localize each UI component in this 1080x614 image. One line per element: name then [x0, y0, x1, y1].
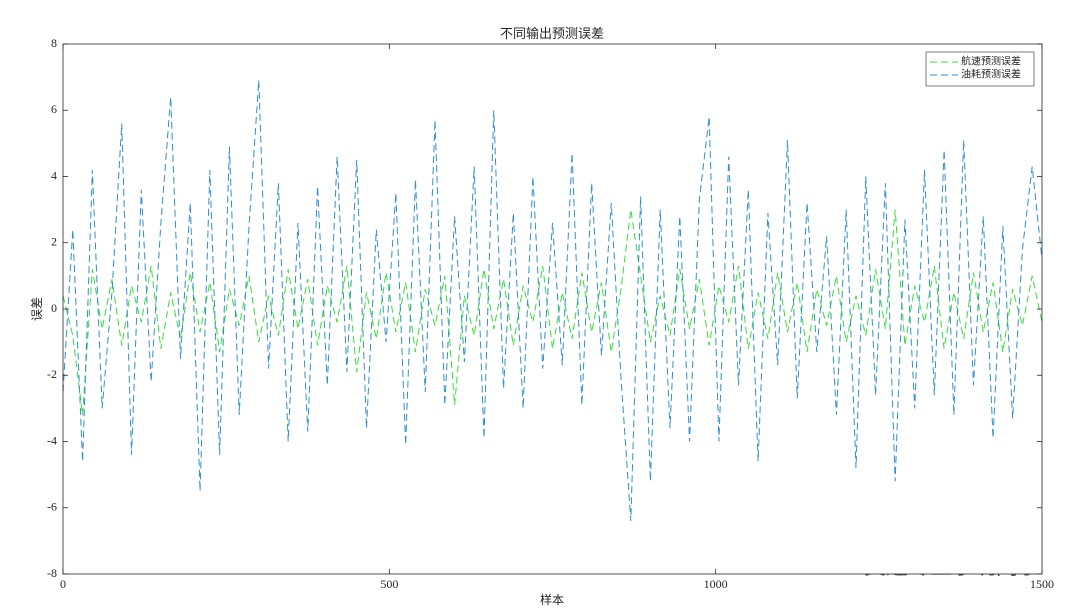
chart-title: 不同输出预测误差	[500, 26, 604, 41]
y-axis-label: 误差	[30, 297, 44, 321]
y-tick-label: -2	[47, 367, 57, 381]
legend-label: 航速预测误差	[961, 54, 1021, 67]
y-tick-label: -6	[47, 500, 57, 514]
x-tick-label: 1500	[1030, 577, 1054, 591]
plot-area	[63, 44, 1042, 574]
y-tick-label: 6	[51, 102, 57, 116]
y-tick-label: 0	[51, 301, 57, 315]
series-line	[62, 80, 1043, 522]
legend-box	[925, 51, 1035, 87]
y-tick-label: -8	[47, 566, 57, 580]
y-tick-label: 4	[51, 168, 57, 182]
y-tick-label: -4	[47, 433, 57, 447]
x-axis-label: 样本	[540, 592, 564, 607]
legend-label: 油耗预测误差	[961, 67, 1021, 80]
x-tick-label: 500	[380, 577, 398, 591]
y-tick-label: 2	[51, 235, 57, 249]
x-tick-label: 1000	[704, 577, 728, 591]
y-tick-label: 8	[51, 36, 57, 50]
series-line	[62, 209, 1043, 416]
x-tick-label: 0	[60, 577, 66, 591]
